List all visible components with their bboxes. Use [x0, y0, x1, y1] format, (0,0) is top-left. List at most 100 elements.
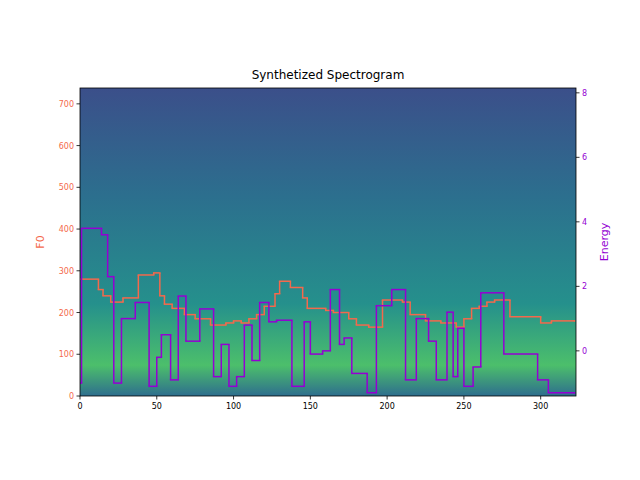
y-axis-label: F0	[34, 235, 47, 248]
step-segment	[229, 386, 237, 388]
step-segment	[234, 320, 242, 322]
step-segment	[249, 318, 257, 320]
step-segment	[260, 302, 269, 304]
step-segment	[290, 287, 302, 289]
step-riser	[135, 302, 137, 318]
step-riser	[178, 296, 180, 380]
step-segment	[392, 289, 406, 291]
step-segment	[464, 318, 472, 320]
step-segment	[277, 319, 292, 321]
step-riser	[161, 335, 163, 358]
step-segment	[510, 316, 541, 318]
step-segment	[135, 302, 149, 304]
step-riser	[376, 306, 378, 393]
step-riser	[259, 302, 261, 360]
step-segment	[464, 386, 473, 388]
step-riser	[356, 319, 358, 325]
y-tick-label: 700	[59, 100, 74, 109]
step-segment	[323, 350, 331, 352]
step-segment	[252, 360, 260, 362]
step-riser	[446, 312, 448, 380]
step-segment	[333, 312, 348, 314]
y2-tick-label: 8	[582, 89, 587, 98]
step-riser	[274, 294, 276, 307]
step-segment	[280, 280, 291, 282]
step-segment	[186, 340, 200, 342]
step-riser	[503, 293, 505, 354]
y-tick-label: 300	[59, 267, 74, 276]
step-riser	[339, 290, 341, 345]
x-tick-label: 250	[456, 402, 471, 411]
step-segment	[538, 379, 549, 381]
y-tick-label: 500	[59, 183, 74, 192]
step-segment	[121, 318, 135, 320]
step-segment	[264, 306, 275, 308]
step-riser	[463, 328, 465, 386]
step-riser	[463, 319, 465, 327]
plot-area	[80, 228, 574, 392]
step-segment	[436, 379, 447, 381]
step-segment	[402, 301, 410, 303]
step-segment	[344, 337, 352, 339]
step-riser	[213, 309, 215, 377]
spectrogram-background	[80, 88, 576, 396]
step-riser	[98, 279, 100, 289]
x-tick-label: 150	[303, 402, 318, 411]
step-riser	[264, 306, 266, 314]
step-segment	[244, 324, 252, 326]
step-riser	[102, 290, 104, 296]
step-riser	[251, 325, 253, 360]
step-segment	[356, 324, 368, 326]
step-riser	[416, 319, 418, 380]
step-segment	[221, 344, 229, 346]
y-tick-label: 100	[59, 350, 74, 359]
step-riser	[307, 298, 309, 308]
step-riser	[228, 344, 230, 386]
step-segment	[383, 299, 403, 301]
y2-tick-label: 2	[582, 282, 587, 291]
y2-tick	[576, 92, 580, 93]
step-riser	[81, 228, 83, 383]
step-riser	[343, 338, 345, 344]
step-riser	[391, 290, 393, 306]
step-riser	[148, 302, 150, 386]
step-riser	[310, 322, 312, 354]
step-segment	[195, 318, 210, 320]
step-segment	[349, 318, 357, 320]
step-riser	[366, 373, 368, 392]
step-riser	[409, 302, 411, 315]
y2-axis-label: Energy	[598, 222, 611, 261]
y-tick	[77, 145, 81, 146]
step-riser	[170, 335, 172, 380]
step-riser	[268, 302, 270, 321]
step-segment	[310, 353, 322, 355]
y2-tick	[576, 350, 580, 351]
step-riser	[382, 300, 384, 327]
step-segment	[541, 322, 552, 324]
step-riser	[121, 319, 123, 384]
step-segment	[487, 301, 495, 303]
x-tick	[387, 396, 388, 400]
step-riser	[221, 344, 223, 376]
step-segment	[367, 392, 376, 394]
step-segment	[548, 392, 574, 394]
step-segment	[211, 324, 226, 326]
step-riser	[540, 317, 542, 323]
step-segment	[171, 379, 179, 381]
y-tick-label: 0	[69, 392, 74, 401]
step-segment	[292, 386, 304, 388]
x-tick	[310, 396, 311, 400]
title: Synthetized Spectrogram	[252, 68, 405, 82]
y-tick	[77, 354, 81, 355]
step-segment	[161, 334, 170, 336]
step-riser	[185, 296, 187, 341]
step-riser	[405, 290, 407, 380]
chart-container: Synthetized Spectrogram05010015020025030…	[0, 0, 640, 480]
x-tick	[463, 396, 464, 400]
step-segment	[108, 276, 114, 278]
step-riser	[244, 325, 246, 377]
step-segment	[504, 353, 538, 355]
step-segment	[410, 314, 425, 316]
y-tick-label: 600	[59, 142, 74, 151]
y-tick	[77, 396, 81, 397]
